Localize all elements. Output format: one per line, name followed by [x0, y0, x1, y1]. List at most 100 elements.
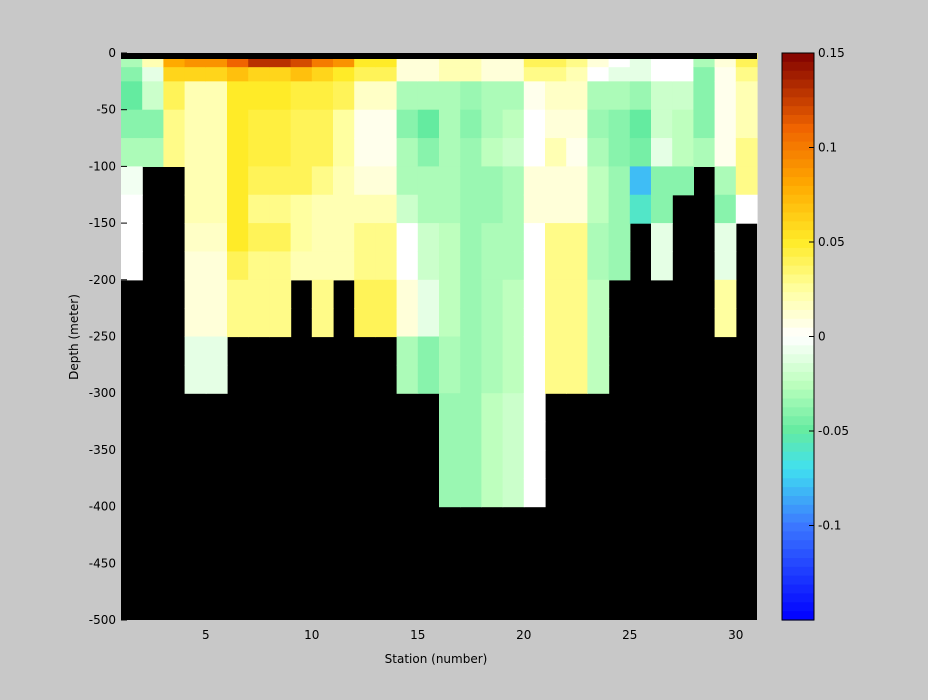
heatmap-cell [311, 194, 334, 224]
heatmap-cell [651, 166, 673, 196]
colorbar-segment [782, 549, 814, 559]
heatmap-cell [545, 67, 567, 82]
heatmap-cell [693, 109, 716, 139]
colorbar-segment [782, 185, 814, 196]
heatmap-cell [439, 166, 461, 196]
colorbar-segment [782, 97, 814, 107]
heatmap-cell [481, 223, 504, 253]
plot-area [121, 53, 758, 620]
heatmap-cell [502, 166, 525, 196]
heatmap-cell [460, 81, 482, 111]
heatmap-cell [142, 109, 164, 139]
heatmap-cell [184, 81, 207, 111]
colorbar-segment [782, 345, 814, 355]
colorbar-segment [782, 230, 814, 240]
heatmap-cell [205, 109, 228, 139]
heatmap-cell [545, 81, 567, 111]
heatmap-cell [735, 194, 758, 224]
heatmap-cell [523, 308, 546, 338]
colorbar-segment [782, 177, 814, 187]
heatmap-cell [587, 364, 610, 394]
heatmap-cell [714, 166, 737, 196]
heatmap-cell [142, 138, 164, 167]
colorbar-segment [782, 283, 814, 293]
colorbar-segment [782, 398, 814, 408]
heatmap-cell [651, 138, 673, 167]
colorbar-tick-label: 0 [818, 330, 826, 344]
heatmap-cell [269, 308, 292, 338]
heatmap-cell [375, 308, 398, 338]
heatmap-cell [205, 364, 228, 394]
heatmap-cell [396, 251, 419, 281]
heatmap-cell [333, 81, 355, 111]
heatmap-cell [290, 223, 313, 253]
heatmap-cell [481, 279, 504, 309]
heatmap-cell [460, 421, 482, 451]
heatmap-cell [523, 194, 546, 224]
heatmap-cell [693, 138, 716, 167]
heatmap-cell [248, 109, 270, 139]
heatmap-cell [417, 81, 440, 111]
colorbar-segment [782, 425, 814, 435]
heatmap-cell [651, 223, 673, 253]
heatmap-cell [629, 67, 652, 82]
colorbar-segment [782, 265, 814, 276]
colorbar-segment [782, 150, 814, 160]
heatmap-cell [121, 194, 143, 224]
heatmap-cell [269, 223, 292, 253]
y-tick-label: -350 [89, 443, 116, 457]
heatmap-cell [205, 308, 228, 338]
heatmap-cell [248, 67, 270, 82]
heatmap-cell [354, 279, 376, 309]
heatmap-cell [311, 308, 334, 338]
heatmap-cell [375, 67, 398, 82]
heatmap-cell [269, 166, 292, 196]
colorbar-segment [782, 407, 814, 417]
heatmap-cell [629, 166, 652, 196]
heatmap-cell [375, 166, 398, 196]
heatmap-cell [608, 194, 631, 224]
heatmap-cell [269, 67, 292, 82]
heatmap-cell [184, 364, 207, 394]
heatmap-cell [269, 251, 292, 281]
heatmap-cell [269, 81, 292, 111]
heatmap-cell [354, 109, 376, 139]
x-axis-label: Station (number) [385, 652, 488, 666]
y-tick-label: -450 [89, 556, 116, 570]
heatmap-cell [248, 223, 270, 253]
heatmap-cell [439, 393, 461, 423]
colorbar-segment [782, 115, 814, 125]
heatmap-cell [184, 279, 207, 309]
colorbar-segment [782, 256, 814, 267]
heatmap-cell [502, 109, 525, 139]
colorbar-segment [782, 123, 814, 134]
heatmap-cell [248, 279, 270, 309]
heatmap-cell [248, 166, 270, 196]
colorbar-segment [782, 602, 814, 612]
heatmap-cell [587, 109, 610, 139]
heatmap-cell [227, 109, 249, 139]
heatmap-cell [693, 67, 716, 82]
heatmap-cell [290, 166, 313, 196]
colorbar-segment [782, 584, 814, 595]
heatmap-cell [545, 364, 567, 394]
heatmap-cell [714, 279, 737, 309]
heatmap-cell [523, 449, 546, 479]
heatmap-cell [481, 251, 504, 281]
colorbar-segment [782, 212, 814, 222]
heatmap-cell [205, 194, 228, 224]
heatmap-cell [439, 279, 461, 309]
colorbar-tick-label: 0.05 [818, 235, 845, 249]
heatmap-cell [311, 223, 334, 253]
heatmap-cell [354, 308, 376, 338]
heatmap-cell [439, 336, 461, 366]
colorbar-segment [782, 239, 814, 249]
heatmap-cell [566, 336, 588, 366]
heatmap-cell [439, 194, 461, 224]
heatmap-cell [290, 138, 313, 167]
heatmap-cell [375, 81, 398, 111]
heatmap-cell [587, 336, 610, 366]
colorbar-segment [782, 478, 814, 488]
heatmap-cell [460, 166, 482, 196]
